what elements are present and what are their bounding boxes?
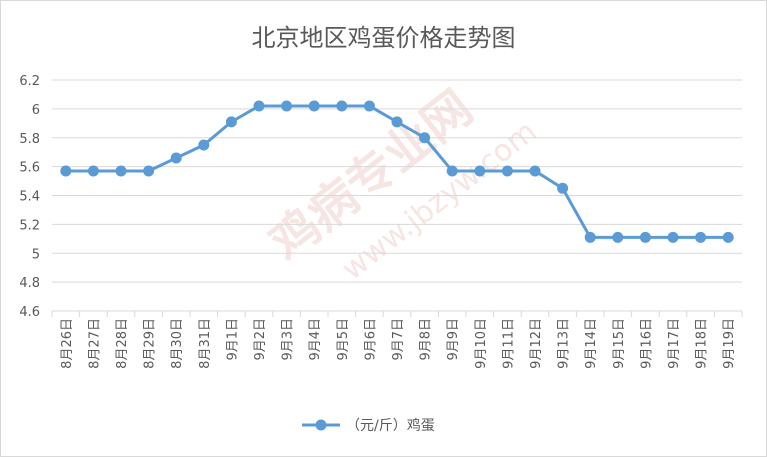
x-tick-label: 9月18日 [695,318,710,369]
series-group [60,100,734,243]
legend: （元/斤）鸡蛋 [302,417,435,434]
x-tick-label: 9月2日 [253,318,268,361]
y-tick-label: 5 [32,247,40,262]
x-tick-label: 9月10日 [474,318,489,369]
data-point [446,165,458,177]
y-tick-label: 5.4 [19,190,40,205]
y-axis: 4.6 4.8 5 5.2 5.4 5.6 5.8 6 6.2 [19,74,40,320]
x-tick-label: 9月6日 [363,318,378,361]
legend-marker [315,419,327,431]
data-point [419,132,431,144]
data-point [308,100,320,112]
x-tick-label: 8月26日 [60,318,75,369]
data-point [639,231,651,243]
data-point [667,231,679,243]
x-tick-label: 8月27日 [87,318,102,369]
x-tick-label: 8月31日 [198,318,213,369]
x-tick-label: 9月1日 [225,318,240,361]
x-tick-label: 8月28日 [115,318,130,369]
y-tick-label: 6.2 [19,74,40,89]
x-tick-label: 9月7日 [391,318,406,361]
data-point [722,231,734,243]
x-tick-label: 9月3日 [281,318,296,361]
y-tick-label: 4.8 [19,276,40,291]
x-tick-label: 9月13日 [557,318,572,369]
data-point [198,139,210,151]
data-point [501,165,513,177]
data-point [170,152,182,164]
x-tick-label: 9月16日 [639,318,654,369]
x-tick-label: 9月12日 [529,318,544,369]
data-point [529,165,541,177]
y-tick-label: 4.6 [19,305,40,320]
x-axis: 8月26日 8月27日 8月28日 8月29日 8月30日 8月31日 9月1日 9月2日 9月… [51,311,743,369]
x-tick-label: 9月11日 [501,318,516,369]
data-point [253,100,265,112]
data-point [474,165,486,177]
data-point [225,116,237,128]
x-tick-label: 8月30日 [170,318,185,369]
grid-lines [52,79,742,312]
data-point [612,231,624,243]
x-tick-label: 9月19日 [722,318,737,369]
x-tick-label: 9月17日 [667,318,682,369]
x-tick-label: 9月9日 [446,318,461,361]
data-point [584,231,596,243]
x-tick-label: 9月5日 [336,318,351,361]
watermark: 鸡病专业网 www.jbzyw.com [260,80,544,287]
x-tick-label: 9月4日 [308,318,323,361]
data-point [60,165,72,177]
x-tick-label: 9月14日 [584,318,599,369]
data-point [115,165,127,177]
data-point [363,100,375,112]
chart-title: 北京地区鸡蛋价格走势图 [251,24,516,52]
data-point [336,100,348,112]
x-tick-label: 9月8日 [419,318,434,361]
data-point [695,231,707,243]
x-tick-label: 9月15日 [612,318,627,369]
data-point [391,116,403,128]
y-tick-label: 6 [32,103,40,118]
data-point [87,165,99,177]
data-point [143,165,155,177]
y-tick-label: 5.6 [19,161,40,176]
y-tick-label: 5.2 [19,218,40,233]
legend-label: （元/斤）鸡蛋 [346,417,435,434]
x-tick-label: 8月29日 [143,318,158,369]
y-tick-label: 5.8 [19,132,40,147]
data-point [281,100,293,112]
data-point [557,182,569,194]
